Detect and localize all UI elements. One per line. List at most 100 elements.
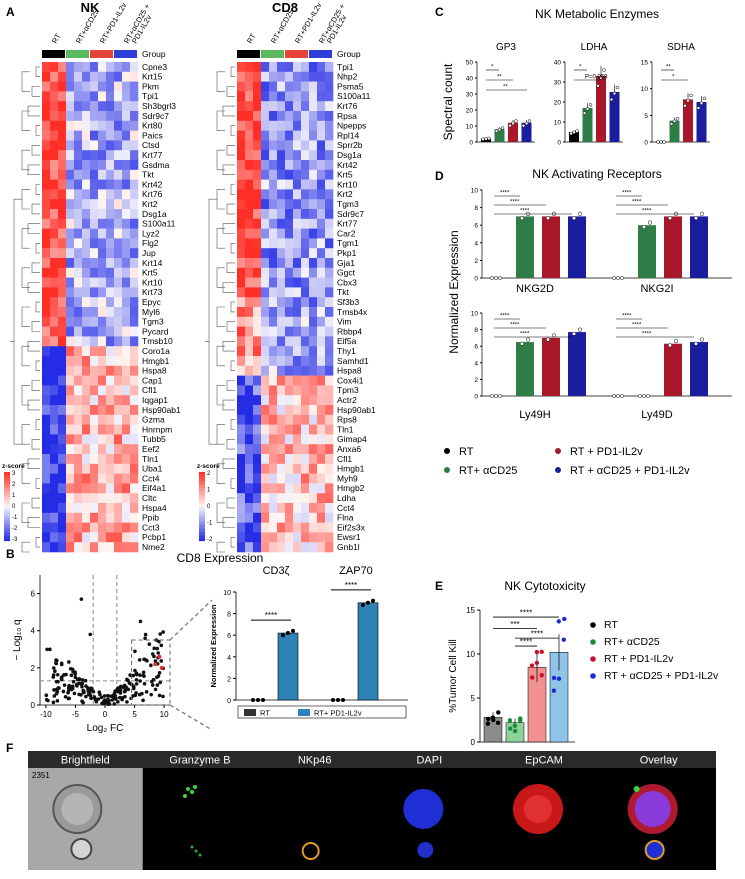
heatmap-cell [74,71,83,82]
heatmap-cell [253,101,262,112]
heatmap-cell [114,71,123,82]
heatmap-cell [122,444,131,455]
heatmap-cell [285,336,294,347]
legend-dot [590,673,596,679]
heatmap-cell [293,62,302,73]
heatmap-cell [325,169,334,180]
heatmap-cell [277,356,286,367]
scale-cell [4,513,10,516]
bar [690,216,708,278]
data-point [562,616,567,622]
heatmap-cell [130,267,139,278]
heatmap-cell [58,522,67,533]
heatmap-cell [66,101,75,112]
heatmap-cell [130,209,139,220]
heatmap-cell [301,532,310,543]
y-tick-label: 8 [227,612,231,619]
heatmap-cell [90,356,99,367]
heatmap-cell [277,62,286,73]
volcano-point [149,663,153,668]
heatmap-cell [82,160,91,171]
heatmap-cell [293,199,302,210]
heatmap-cell [90,454,99,465]
heatmap-cell [261,512,270,523]
volcano-point [155,646,160,651]
legend-dot [590,656,596,662]
heatmap-cell [325,277,334,288]
heatmap-cell [309,493,318,504]
heatmap-cell [277,248,286,259]
heatmap-cell [301,307,310,318]
heatmap-cell [130,444,139,455]
heatmap-cell [42,307,51,318]
heatmap-cell [285,444,294,455]
gene-label: Sh3bgrl3 [142,101,176,111]
heatmap-cell [237,62,246,73]
heatmap-cell [50,169,59,180]
heatmap-cell [245,512,254,523]
heatmap-cell [245,160,254,171]
heatmap-cell [237,542,246,553]
heatmap-cell [130,248,139,259]
heatmap-cell [106,120,115,131]
heatmap-cell [301,111,310,122]
heatmap-cell [122,336,131,347]
sig-label: ** [497,75,502,81]
heatmap-cell [293,169,302,180]
heatmap-cell [285,140,294,151]
heatmap-cell [245,473,254,484]
y-tick-label: 2 [474,258,478,265]
heatmap-cell [325,199,334,210]
heatmap-cell [114,493,123,504]
heatmap-cell [122,316,131,327]
heatmap-cell [325,209,334,220]
heatmap-cell [122,454,131,465]
heatmap-cell [58,199,67,210]
heatmap-cell [50,71,59,82]
heatmap-cell [269,248,278,259]
scale-cell [199,488,205,491]
heatmap-cell [261,199,270,210]
heatmap-cell [122,395,131,406]
heatmap-cell [50,365,59,376]
y-tick-label: 0 [474,276,478,283]
heatmap-cell [90,375,99,386]
data-point [646,394,650,398]
heatmap-cell [261,444,270,455]
volcano-point [104,700,109,704]
heatmap-cell [50,454,59,465]
heatmap-cell [245,434,254,445]
heatmap-cell [42,238,51,249]
heatmap-cell [293,493,302,504]
heatmap-cell [317,62,326,73]
volcano-point [155,675,159,680]
heatmap-cell [261,395,270,406]
heatmap-cell [122,277,131,288]
granzyme-signal [190,790,194,794]
heatmap-cell [253,169,262,180]
heatmap-cell [317,218,326,229]
heatmap-cell [317,532,326,543]
zoom-connector [169,704,213,731]
heatmap-cell [90,91,99,102]
volcano-point [116,700,120,704]
sig-label: **** [500,314,510,320]
heatmap-cell [309,209,318,220]
heatmap-cell [114,414,123,425]
heatmap-cell [237,71,246,82]
heatmap-cell [122,287,131,298]
heatmap-cell [237,356,246,367]
data-point [519,341,525,346]
data-point [561,637,567,642]
heatmap-cell [285,532,294,543]
panel-c-title: NK Metabolic Enzymes [535,7,659,21]
heatmap-cell [42,120,51,131]
heatmap-cell [253,248,262,259]
heatmap-cell [114,395,123,406]
scale-cell [199,478,205,482]
scale-cell [4,472,10,475]
heatmap-cell [285,218,294,229]
data-point [699,337,705,342]
y-tick-label: 30 [466,92,474,99]
